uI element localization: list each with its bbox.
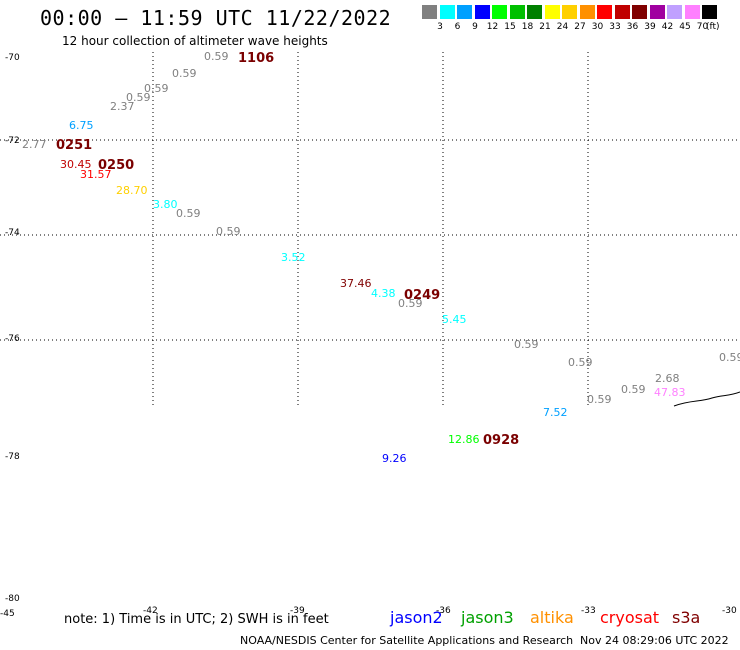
wave-height-value: 0.59	[216, 225, 241, 238]
legend-swatch	[579, 5, 596, 19]
legend-swatch	[474, 5, 491, 19]
legend-tick-label: 15	[504, 22, 516, 32]
wave-height-value: 0.59	[719, 351, 740, 364]
longitude-label: -45	[0, 609, 15, 619]
legend-swatch	[684, 5, 701, 19]
wave-height-value: 9.26	[382, 452, 407, 465]
legend-tick-label: 6	[454, 22, 461, 32]
wave-height-value: 4.38	[371, 287, 396, 300]
wave-height-value: 5.45	[442, 313, 467, 326]
legend-swatch	[492, 5, 508, 19]
wave-height-value: 3.80	[153, 198, 178, 211]
coastline	[673, 391, 740, 407]
legend-tick-label: 9	[472, 22, 478, 32]
credit-line: NOAA/NESDIS Center for Satellite Applica…	[240, 634, 574, 647]
legend-tick-label: 21	[539, 22, 551, 32]
wave-height-value: 12.86	[448, 433, 480, 446]
legend-tick-label: 70	[696, 22, 709, 32]
wave-height-value: 37.46	[340, 277, 372, 290]
wave-height-value: 0.59	[587, 393, 612, 406]
latitude-label: -74	[5, 228, 20, 238]
wave-height-value: 0.59	[398, 297, 423, 310]
wave-height-value: 0.59	[144, 82, 169, 95]
legend-swatch	[597, 5, 613, 19]
legend-swatch	[649, 5, 666, 19]
pass-time-mark: 1106	[238, 51, 274, 66]
longitude-label: -30	[722, 606, 737, 616]
latitude-label: -76	[5, 334, 20, 344]
legend-swatch	[702, 5, 718, 19]
legend-tick-label: 36	[626, 22, 639, 32]
wave-height-value: 0.59	[126, 91, 151, 104]
longitude-label: -39	[290, 606, 305, 616]
pass-time-mark: 0928	[483, 433, 519, 448]
pass-time-mark: 0251	[56, 138, 92, 153]
wave-height-value: 3.52	[281, 251, 306, 264]
footer-note: note: 1) Time is in UTC; 2) SWH is in fe…	[64, 612, 329, 627]
map-title: 00:00 – 11:59 UTC 11/22/2022	[40, 6, 392, 30]
observations-layer: 0.590.590.590.592.376.752.7730.4531.5728…	[22, 50, 740, 465]
latitude-labels: -70 -72 -74 -76 -78 -80	[5, 53, 20, 604]
legend-swatch	[562, 5, 578, 19]
latitude-label: -78	[5, 452, 20, 462]
latitude-label: -72	[5, 136, 20, 146]
legend-tick-label: 33	[609, 22, 621, 32]
wave-height-value: 6.75	[69, 119, 94, 132]
satellite-legend-item: cryosat	[600, 608, 660, 627]
legend-swatch	[509, 5, 526, 19]
wave-height-value: 30.45	[60, 158, 92, 171]
wave-height-value: 47.83	[654, 386, 686, 399]
legend-tick-label: 39	[644, 22, 656, 32]
generated-timestamp: Nov 24 08:29:06 UTC 2022	[580, 634, 729, 647]
wave-height-value: 0.59	[621, 383, 646, 396]
legend-tick-label: 18	[521, 22, 534, 32]
legend-swatch	[457, 5, 473, 19]
longitude-label: -33	[581, 606, 596, 616]
wave-height-value: 31.57	[80, 168, 112, 181]
wave-height-value: 0.59	[172, 67, 197, 80]
legend-swatch	[544, 5, 561, 19]
wave-height-value: 2.68	[655, 372, 680, 385]
wave-height-value: 28.70	[116, 184, 148, 197]
legend-swatch	[614, 5, 631, 19]
legend-swatch	[439, 5, 456, 19]
legend-tick-label: 3	[437, 22, 443, 32]
legend-unit: (ft)	[706, 22, 720, 32]
wave-height-value: 0.59	[176, 207, 201, 220]
latitude-label: -80	[5, 594, 20, 604]
legend-tick-label: 24	[556, 22, 569, 32]
wave-height-value: 0.59	[204, 50, 229, 63]
legend-tick-label: 30	[591, 22, 604, 32]
wave-height-value: 0.59	[514, 338, 539, 351]
satellite-legend-item: jason3	[461, 608, 514, 627]
legend-tick-label: 42	[661, 22, 674, 32]
lat-lon-grid	[0, 52, 740, 408]
longitude-label: -36	[436, 606, 451, 616]
time-marks-layer: 1106 0251 0250 0249 0928	[56, 51, 519, 448]
satellite-legend-item: jason2	[390, 608, 443, 627]
legend-swatch	[422, 5, 438, 19]
legend-tick-label: 12	[486, 22, 499, 32]
longitude-label: -42	[143, 606, 158, 616]
pass-time-mark: 0250	[98, 158, 134, 173]
satellite-legend-item: altika	[530, 608, 574, 627]
pass-time-mark: 0249	[404, 288, 440, 303]
legend-swatch	[667, 5, 683, 19]
legend-swatch	[527, 5, 543, 19]
legend-swatch	[632, 5, 648, 19]
latitude-label: -70	[5, 53, 20, 63]
wave-height-value: 7.52	[543, 406, 568, 419]
wave-height-value: 2.37	[110, 100, 135, 113]
map-subtitle: 12 hour collection of altimeter wave hei…	[62, 34, 328, 48]
wave-height-value: 2.77	[22, 138, 47, 151]
legend-tick-label: 27	[574, 22, 586, 32]
wave-height-value: 0.59	[568, 356, 593, 369]
legend-tick-label: 45	[679, 22, 691, 32]
satellite-legend-item: s3a	[672, 608, 701, 627]
